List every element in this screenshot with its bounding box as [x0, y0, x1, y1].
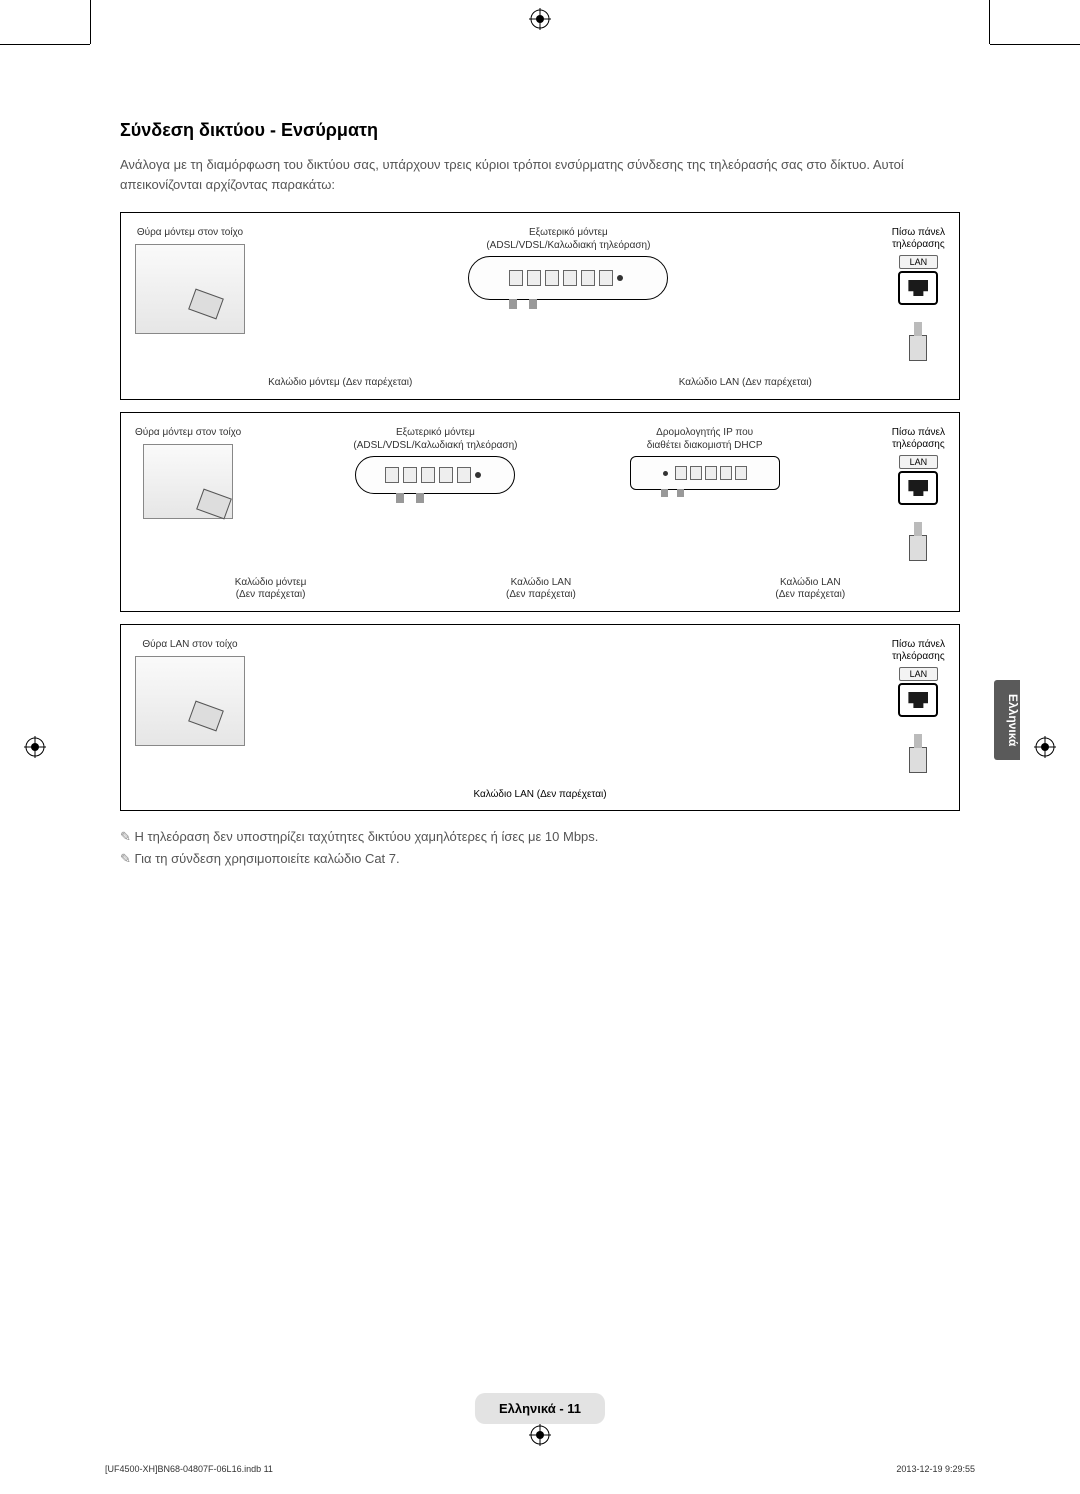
tv-panel-node: Πίσω πάνελ τηλεόρασης LAN	[892, 639, 945, 773]
note-item: Η τηλεόραση δεν υποστηρίζει ταχύτητες δι…	[120, 829, 960, 845]
modem-node: Εξωτερικό μόντεμ (ADSL/VDSL/Καλωδιακή τη…	[353, 427, 517, 494]
lan-port-icon	[898, 271, 938, 305]
modem-label-line1: Εξωτερικό μόντεμ	[396, 427, 475, 438]
tv-panel-label-line1: Πίσω πάνελ	[892, 427, 945, 438]
registration-mark-icon	[529, 1424, 551, 1446]
modem-label-line1: Εξωτερικό μόντεμ	[529, 227, 608, 238]
router-label-line1: Δρομολογητής IP που	[656, 427, 753, 438]
page-number-pill: Ελληνικά - 11	[475, 1393, 605, 1424]
modem-label-line2: (ADSL/VDSL/Καλωδιακή τηλεόραση)	[353, 440, 517, 451]
tv-panel-label-line2: τηλεόρασης	[892, 439, 945, 450]
diagram-modem-direct: Θύρα μόντεμ στον τοίχο Εξωτερικό μόντεμ …	[120, 212, 960, 400]
cable-label: Καλώδιο μόντεμ(Δεν παρέχεται)	[235, 577, 307, 601]
wall-port-label: Θύρα μόντεμ στον τοίχο	[137, 227, 243, 240]
cable-label: Καλώδιο LAN (Δεν παρέχεται)	[135, 789, 945, 800]
print-footer-filename: [UF4500-XH]BN68-04807F-06L16.indb 11	[105, 1464, 273, 1474]
crop-mark	[0, 44, 90, 45]
page-content: Σύνδεση δικτύου - Ενσύρματη Ανάλογα με τ…	[0, 0, 1080, 867]
cable-label: Καλώδιο LAN(Δεν παρέχεται)	[775, 577, 845, 601]
cable-plug-icon	[909, 535, 927, 561]
router-label-line2: διαθέτει διακομιστή DHCP	[647, 440, 763, 451]
modem-icon	[468, 256, 668, 300]
lan-port-label: LAN	[899, 667, 939, 681]
wall-port-icon	[143, 444, 233, 519]
tv-panel-node: Πίσω πάνελ τηλεόρασης LAN	[892, 427, 945, 561]
section-title: Σύνδεση δικτύου - Ενσύρματη	[120, 120, 960, 141]
wall-port-node: Θύρα LAN στον τοίχο	[135, 639, 245, 746]
wall-port-node: Θύρα μόντεμ στον τοίχο	[135, 227, 245, 334]
modem-label: Εξωτερικό μόντεμ (ADSL/VDSL/Καλωδιακή τη…	[486, 227, 650, 252]
lan-port-icon	[898, 471, 938, 505]
crop-mark	[989, 0, 990, 44]
cable-label: Καλώδιο μόντεμ (Δεν παρέχεται)	[268, 377, 412, 389]
cable-label: Καλώδιο LAN (Δεν παρέχεται)	[679, 377, 812, 389]
tv-panel-label-line1: Πίσω πάνελ	[892, 227, 945, 238]
registration-mark-icon	[24, 736, 46, 758]
cable-plug-icon	[909, 747, 927, 773]
wall-port-label: Θύρα LAN στον τοίχο	[142, 639, 237, 652]
tv-panel-label-line1: Πίσω πάνελ	[892, 639, 945, 650]
modem-label: Εξωτερικό μόντεμ (ADSL/VDSL/Καλωδιακή τη…	[353, 427, 517, 452]
modem-node: Εξωτερικό μόντεμ (ADSL/VDSL/Καλωδιακή τη…	[468, 227, 668, 300]
modem-icon	[355, 456, 515, 494]
wall-port-node: Θύρα μόντεμ στον τοίχο	[135, 427, 241, 519]
tv-panel-label-line2: τηλεόρασης	[892, 651, 945, 662]
crop-mark	[90, 0, 91, 44]
wall-port-icon	[135, 656, 245, 746]
note-item: Για τη σύνδεση χρησιμοποιείτε καλώδιο Ca…	[120, 851, 960, 867]
tv-panel-label-line2: τηλεόρασης	[892, 239, 945, 250]
wall-port-icon	[135, 244, 245, 334]
print-footer-timestamp: 2013-12-19 9:29:55	[896, 1464, 975, 1474]
intro-paragraph: Ανάλογα με τη διαμόρφωση του δικτύου σας…	[120, 155, 960, 194]
wall-port-label: Θύρα μόντεμ στον τοίχο	[135, 427, 241, 440]
cable-label: Καλώδιο LAN(Δεν παρέχεται)	[506, 577, 576, 601]
router-label: Δρομολογητής IP που διαθέτει διακομιστή …	[647, 427, 763, 452]
lan-port-icon	[898, 683, 938, 717]
cable-plug-icon	[909, 335, 927, 361]
lan-port-label: LAN	[899, 255, 939, 269]
crop-mark	[990, 44, 1080, 45]
language-side-tab: Ελληνικά	[994, 680, 1020, 760]
registration-mark-icon	[529, 8, 551, 30]
diagram-lan-direct: Θύρα LAN στον τοίχο Πίσω πάνελ τηλεόραση…	[120, 624, 960, 811]
modem-label-line2: (ADSL/VDSL/Καλωδιακή τηλεόραση)	[486, 240, 650, 251]
tv-panel-node: Πίσω πάνελ τηλεόρασης LAN	[892, 227, 945, 361]
registration-mark-icon	[1034, 736, 1056, 758]
notes-block: Η τηλεόραση δεν υποστηρίζει ταχύτητες δι…	[120, 829, 960, 867]
router-node: Δρομολογητής IP που διαθέτει διακομιστή …	[630, 427, 780, 490]
router-icon	[630, 456, 780, 490]
diagram-modem-router: Θύρα μόντεμ στον τοίχο Εξωτερικό μόντεμ …	[120, 412, 960, 612]
lan-port-label: LAN	[899, 455, 939, 469]
